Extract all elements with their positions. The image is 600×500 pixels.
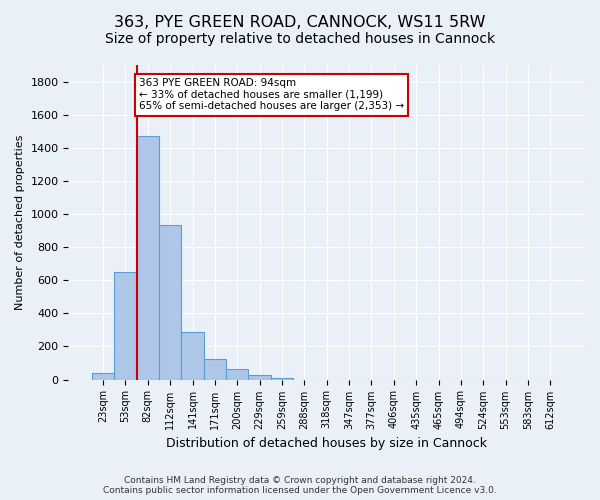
Bar: [248, 376, 271, 380]
Bar: [271, 378, 293, 380]
Text: 363, PYE GREEN ROAD, CANNOCK, WS11 5RW: 363, PYE GREEN ROAD, CANNOCK, WS11 5RW: [114, 15, 486, 30]
Text: Contains HM Land Registry data © Crown copyright and database right 2024.
Contai: Contains HM Land Registry data © Crown c…: [103, 476, 497, 495]
Bar: [204, 359, 226, 380]
Bar: [92, 373, 114, 380]
X-axis label: Distribution of detached houses by size in Cannock: Distribution of detached houses by size …: [166, 437, 487, 450]
Text: 363 PYE GREEN ROAD: 94sqm
← 33% of detached houses are smaller (1,199)
65% of se: 363 PYE GREEN ROAD: 94sqm ← 33% of detac…: [139, 78, 404, 112]
Bar: [226, 369, 248, 380]
Bar: [159, 225, 181, 380]
Y-axis label: Number of detached properties: Number of detached properties: [15, 134, 25, 310]
Bar: [137, 136, 159, 380]
Text: Size of property relative to detached houses in Cannock: Size of property relative to detached ho…: [105, 32, 495, 46]
Bar: [114, 272, 137, 380]
Bar: [181, 332, 204, 380]
